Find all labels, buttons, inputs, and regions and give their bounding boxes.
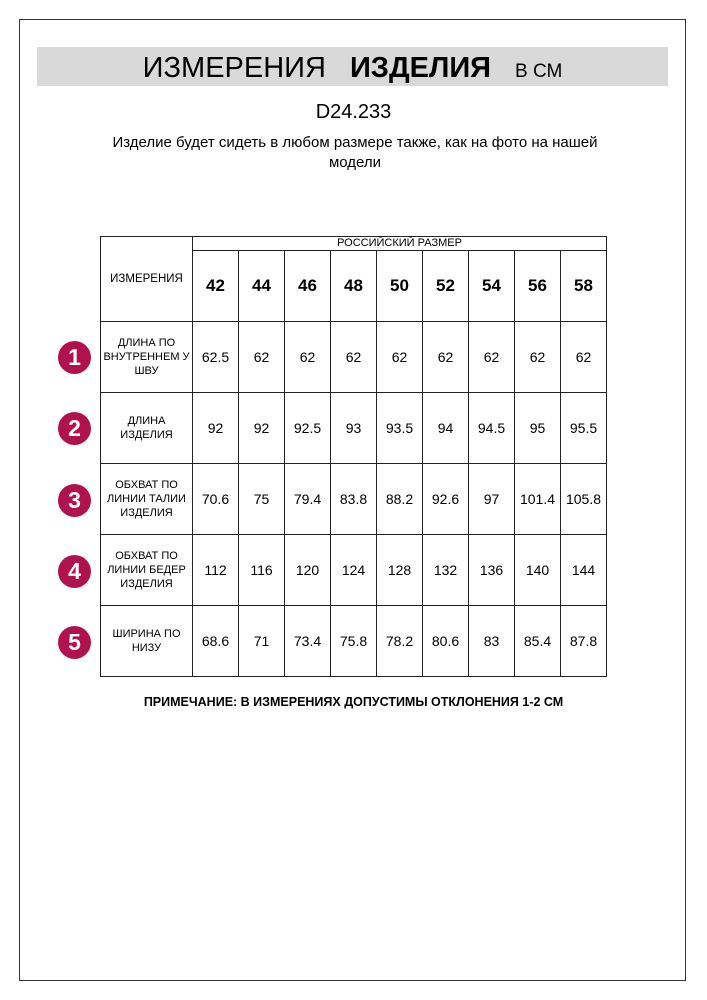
header-row-group: ИЗМЕРЕНИЯ РОССИЙСКИЙ РАЗМЕР: [100, 236, 607, 322]
measurement-value: 62: [514, 321, 561, 393]
measurement-label: ШИРИНА ПО НИЗУ: [100, 605, 193, 677]
title-part1: ИЗМЕРЕНИЯ: [142, 52, 326, 84]
measurement-value: 132: [422, 534, 469, 606]
subtitle: Изделие будет сидеть в любом размере так…: [112, 134, 598, 171]
measurement-value: 105.8: [560, 463, 607, 535]
measurement-label: ОБХВАТ ПО ЛИНИИ БЕДЕР ИЗДЕЛИЯ: [100, 534, 193, 606]
row-number-badge: 1: [58, 341, 91, 374]
size-header: 54: [468, 250, 515, 322]
measurement-value: 70.6: [192, 463, 239, 535]
row-number-badge: 3: [58, 484, 91, 517]
measurement-value: 83: [468, 605, 515, 677]
note: ПРИМЕЧАНИЕ: В ИЗМЕРЕНИЯХ ДОПУСТИМЫ ОТКЛО…: [143, 695, 564, 709]
title-unit: В СМ: [515, 61, 563, 82]
page-frame: [19, 19, 686, 981]
measurement-value: 95.5: [560, 392, 607, 464]
measurement-value: 62: [284, 321, 331, 393]
measurement-value: 97: [468, 463, 515, 535]
measurement-value: 87.8: [560, 605, 607, 677]
size-header: 52: [422, 250, 469, 322]
row-number-badge: 2: [58, 412, 91, 445]
table-row: ОБХВАТ ПО ЛИНИИ БЕДЕР ИЗДЕЛИЯ 112 116 120 12…: [100, 534, 607, 606]
measurement-label: ДЛИНА ИЗДЕЛИЯ: [100, 392, 193, 464]
measurement-value: 85.4: [514, 605, 561, 677]
measurement-value: 144: [560, 534, 607, 606]
measurements-table: ИЗМЕРЕНИЯ РОССИЙСКИЙ РАЗМЕР 42 44 46 48 50 52…: [100, 236, 607, 677]
measurement-value: 136: [468, 534, 515, 606]
measurement-label: ОБХВАТ ПО ЛИНИИ ТАЛИИ ИЗДЕЛИЯ: [100, 463, 193, 535]
measurement-value: 62: [560, 321, 607, 393]
measurement-value: 116: [238, 534, 285, 606]
size-header: 58: [560, 250, 607, 322]
measurement-value: 92: [238, 392, 285, 464]
measurement-value: 92: [192, 392, 239, 464]
size-header: 50: [376, 250, 423, 322]
measurement-value: 79.4: [284, 463, 331, 535]
measurement-value: 80.6: [422, 605, 469, 677]
size-header: 56: [514, 250, 561, 322]
table-row: ДЛИНА ИЗДЕЛИЯ 92 92 92.5 93 93.5 94 94.5 95 95.5: [100, 392, 607, 464]
table-row: ДЛИНА ПО ВНУТРЕННЕМ У ШВУ 62.5 62 62 62 62 62 6…: [100, 321, 607, 393]
measurement-value: 95: [514, 392, 561, 464]
table-row: ОБХВАТ ПО ЛИНИИ ТАЛИИ ИЗДЕЛИЯ 70.6 75 79.4 8…: [100, 463, 607, 535]
table-row: ШИРИНА ПО НИЗУ 68.6 71 73.4 75.8 78.2 80.6 83 85…: [100, 605, 607, 677]
measurement-value: 83.8: [330, 463, 377, 535]
measurement-value: 68.6: [192, 605, 239, 677]
header-row-sizes: 42 44 46 48 50 52 54 56 58: [101, 250, 607, 322]
measurement-value: 128: [376, 534, 423, 606]
measurement-label: ДЛИНА ПО ВНУТРЕННЕМ У ШВУ: [100, 321, 193, 393]
measurement-value: 71: [238, 605, 285, 677]
corner-label: ИЗМЕРЕНИЯ: [100, 236, 193, 322]
measurement-value: 120: [284, 534, 331, 606]
measurement-value: 93.5: [376, 392, 423, 464]
measurement-value: 93: [330, 392, 377, 464]
measurement-value: 75: [238, 463, 285, 535]
measurement-value: 62: [376, 321, 423, 393]
measurement-value: 94: [422, 392, 469, 464]
measurement-value: 62: [422, 321, 469, 393]
measurement-value: 88.2: [376, 463, 423, 535]
measurement-value: 92.5: [284, 392, 331, 464]
measurement-value: 78.2: [376, 605, 423, 677]
title-bar: ИЗМЕРЕНИЯ ИЗДЕЛИЯ В СМ: [37, 47, 668, 86]
title-part2: ИЗДЕЛИЯ: [349, 52, 492, 84]
measurement-value: 92.6: [422, 463, 469, 535]
article-code: D24.233: [315, 101, 392, 123]
measurement-value: 62: [330, 321, 377, 393]
measurement-value: 112: [192, 534, 239, 606]
measurement-value: 73.4: [284, 605, 331, 677]
size-header: 48: [330, 250, 377, 322]
measurement-value: 101.4: [514, 463, 561, 535]
size-header: 46: [284, 250, 331, 322]
size-header: 44: [238, 250, 285, 322]
measurement-value: 75.8: [330, 605, 377, 677]
measurement-value: 62: [238, 321, 285, 393]
measurement-value: 124: [330, 534, 377, 606]
measurement-value: 140: [514, 534, 561, 606]
row-number-badge: 4: [58, 555, 91, 588]
size-header: 42: [192, 250, 239, 322]
group-header: РОССИЙСКИЙ РАЗМЕР: [192, 236, 607, 251]
measurement-value: 94.5: [468, 392, 515, 464]
measurement-value: 62: [468, 321, 515, 393]
measurement-value: 62.5: [192, 321, 239, 393]
row-number-badge: 5: [58, 626, 91, 659]
